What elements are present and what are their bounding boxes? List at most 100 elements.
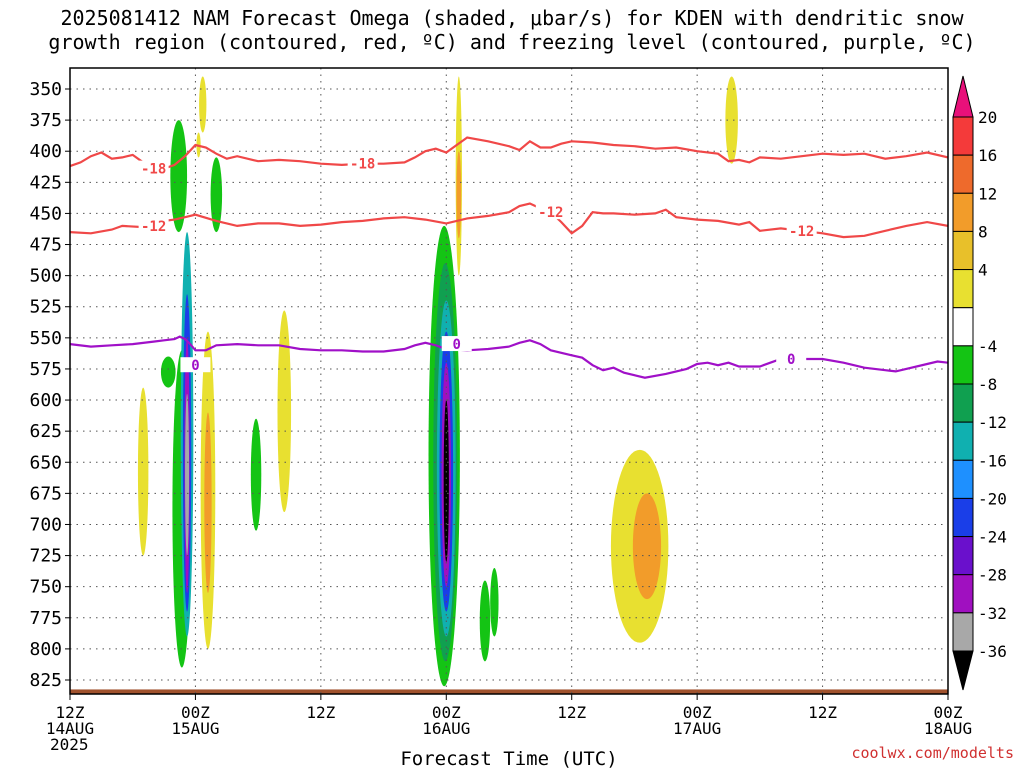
- omega-region-14: [277, 310, 292, 513]
- colorbar-label-11: -28: [978, 566, 1007, 585]
- grid: [70, 68, 948, 694]
- y-tick-label-14: 700: [29, 514, 62, 535]
- y-tick-label-11: 625: [29, 421, 62, 442]
- colorbar-label-9: -20: [978, 489, 1007, 508]
- watermark: coolwx.com/modelts: [851, 744, 1014, 762]
- colorbar-swatch-7: [952, 345, 974, 385]
- colorbar-label-12: -32: [978, 604, 1007, 623]
- colorbar-label-1: 16: [978, 146, 997, 165]
- x-tick-label-1-0: 00Z: [181, 703, 210, 722]
- omega-region-27: [725, 76, 738, 164]
- colorbar-label-7: -12: [978, 413, 1007, 432]
- colorbar-swatch-13: [952, 574, 974, 614]
- y-tick-label-1: 375: [29, 110, 62, 131]
- colorbar-swatch-9: [952, 421, 974, 461]
- x-tick-label-2-0: 12Z: [306, 703, 335, 722]
- y-tick-label-2: 400: [29, 141, 62, 162]
- contour-label-bg-7: [776, 350, 807, 366]
- omega-region-0: [199, 76, 207, 133]
- y-tick-label-4: 450: [29, 203, 62, 224]
- y-tick-label-5: 475: [29, 235, 62, 256]
- contour-label-5: 0: [191, 358, 199, 374]
- colorbar-bottom-arrow: [952, 650, 974, 691]
- y-tick-label-7: 525: [29, 297, 62, 318]
- x-tick-label-3-1: 16AUG: [422, 719, 470, 738]
- y-tick-label-18: 800: [29, 639, 62, 660]
- omega-region-10: [137, 387, 149, 556]
- pressure-axis: 350 375 400 425 450 475 500 525 550 575 600 625 650 6…: [29, 79, 70, 691]
- title-line-2: growth region (contoured, red, ºC) and f…: [48, 30, 976, 54]
- omega-region-2: [170, 120, 188, 233]
- y-tick-label-0: 350: [29, 79, 62, 100]
- y-tick-label-8: 550: [29, 328, 62, 349]
- omega-region-20: [443, 400, 449, 562]
- contour-label-2: -12: [141, 219, 166, 235]
- colorbar-label-2: 12: [978, 184, 997, 203]
- omega-region-12: [204, 412, 212, 593]
- y-tick-label-9: 575: [29, 359, 62, 380]
- omega-region-22: [490, 568, 499, 637]
- omega-region-21: [479, 580, 491, 662]
- x-tick-label-7-1: 18AUG: [924, 719, 972, 738]
- contour-label-bg-6: [441, 336, 472, 352]
- colorbar-swatch-11: [952, 497, 974, 538]
- contour-label-1: -18: [350, 157, 375, 173]
- x-tick-label-6-0: 12Z: [808, 703, 837, 722]
- y-tick-label-10: 600: [29, 390, 62, 411]
- colorbar-swatch-4: [952, 230, 974, 271]
- contour-label-bg-3: [535, 204, 566, 220]
- y-tick-label-3: 425: [29, 172, 62, 193]
- colorbar-swatch-8: [952, 383, 974, 423]
- omega-region-4: [160, 356, 176, 388]
- contour-label-bg-4: [786, 222, 817, 238]
- y-tick-label-13: 675: [29, 483, 62, 504]
- contour-label-bg-1: [347, 155, 378, 171]
- temperature-contours: -18 -18 -12 -12 -12 0 0 0: [70, 136, 948, 379]
- x-tick-label-0-1: 14AUG: [46, 719, 94, 738]
- y-tick-label-6: 500: [29, 266, 62, 287]
- omega-region-24: [456, 151, 462, 239]
- x-tick-label-5-0: 00Z: [683, 703, 712, 722]
- colorbar-swatch-12: [952, 536, 974, 576]
- omega-region-26: [632, 493, 662, 600]
- omega-region-13: [250, 418, 262, 531]
- contour-label-0: -18: [141, 162, 166, 178]
- omega-shading: [70, 76, 948, 694]
- contour-label-3: -12: [538, 205, 563, 221]
- x-axis-label: Forecast Time (UTC): [400, 748, 617, 768]
- colorbar-label-3: 8: [978, 222, 988, 241]
- colorbar-label-8: -16: [978, 451, 1007, 470]
- colorbar-label-4: 4: [978, 261, 988, 280]
- contour-label-7: 0: [787, 352, 795, 368]
- contour-label-6: 0: [453, 337, 461, 353]
- x-tick-label-1-1: 15AUG: [171, 719, 219, 738]
- colorbar-swatch-5: [952, 269, 974, 309]
- colorbar-label-5: -4: [978, 337, 997, 356]
- colorbar-swatch-1: [952, 116, 974, 156]
- x-tick-label-3-0: 00Z: [432, 703, 461, 722]
- colorbar-label-13: -36: [978, 642, 1007, 661]
- contour-line--12-1: [70, 202, 948, 239]
- x-tick-label-0-0: 12Z: [56, 703, 85, 722]
- x-tick-label-4-0: 12Z: [557, 703, 586, 722]
- y-tick-label-19: 825: [29, 670, 62, 691]
- colorbar-swatch-14: [952, 612, 974, 652]
- contour-label-bg-0: [138, 160, 169, 176]
- title-line-1: 2025081412 NAM Forecast Omega (shaded, μ…: [60, 6, 964, 30]
- x-tick-label-0-2: 2025: [50, 735, 89, 754]
- contour-label-bg-2: [138, 217, 169, 233]
- chart-title: 2025081412 NAM Forecast Omega (shaded, μ…: [0, 6, 1024, 54]
- colorbar-swatch-2: [952, 154, 974, 194]
- terrain-band: [70, 689, 948, 694]
- x-tick-label-5-1: 17AUG: [673, 719, 721, 738]
- plot-frame: [69, 67, 949, 695]
- omega-region-9: [185, 393, 190, 556]
- y-tick-label-17: 775: [29, 608, 62, 629]
- colorbar-swatch-3: [952, 192, 974, 232]
- y-tick-label-12: 650: [29, 452, 62, 473]
- colorbar-label-10: -24: [978, 528, 1007, 547]
- colorbar-swatch-10: [952, 459, 974, 499]
- contour-label-bg-5: [180, 357, 211, 373]
